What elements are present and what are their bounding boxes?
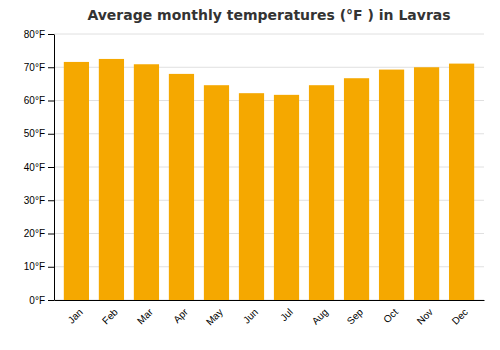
tick-label: 70°F <box>24 62 45 73</box>
y-tick: 30°F <box>24 195 54 206</box>
y-axis: 0°F 10°F 20°F 30°F 40°F 50°F 60°F 70°F 80°F <box>24 29 55 306</box>
bar <box>309 85 334 300</box>
x-tick: Dec <box>450 306 470 326</box>
tick-mark <box>48 101 54 102</box>
x-tick: Feb <box>100 306 120 326</box>
bar <box>414 67 439 300</box>
x-tick: Apr <box>171 306 190 325</box>
tick-mark <box>48 234 54 235</box>
tick-mark <box>48 200 54 201</box>
x-tick: Jul <box>278 306 295 323</box>
bar <box>449 64 474 300</box>
tick-label: Jun <box>241 306 260 325</box>
y-tick: 10°F <box>24 261 54 272</box>
chart-svg: 0°F 10°F 20°F 30°F 40°F 50°F 60°F 70°F 80°F Jan Fe… <box>0 0 500 350</box>
tick-label: 30°F <box>24 195 45 206</box>
tick-mark <box>48 167 54 168</box>
tick-mark <box>48 300 54 301</box>
tick-label: Jul <box>278 306 295 323</box>
bar <box>99 59 124 300</box>
tick-label: 20°F <box>24 228 45 239</box>
bar <box>64 62 89 300</box>
bar <box>134 64 159 300</box>
x-tick: Sep <box>345 306 366 327</box>
bar <box>274 95 299 300</box>
tick-mark <box>48 67 54 68</box>
x-axis: Jan Feb Mar Apr May Jun Jul Aug Sep Oct Nov Dec <box>55 301 485 328</box>
bar <box>204 85 229 300</box>
chart-container: 0°F 10°F 20°F 30°F 40°F 50°F 60°F 70°F 80°F Jan Fe… <box>0 0 500 350</box>
grid-line <box>54 34 484 35</box>
tick-label: 10°F <box>24 261 45 272</box>
x-tick: Aug <box>310 306 330 326</box>
y-tick: 70°F <box>24 62 54 73</box>
tick-label: Aug <box>310 306 330 326</box>
tick-label: 40°F <box>24 162 45 173</box>
y-tick: 80°F <box>24 29 54 40</box>
tick-label: Sep <box>345 306 366 327</box>
y-tick: 40°F <box>24 162 54 173</box>
tick-label: May <box>204 306 225 327</box>
tick-label: 50°F <box>24 128 45 139</box>
axis-line <box>55 300 485 301</box>
tick-label: Oct <box>381 306 400 325</box>
x-tick: Mar <box>135 306 155 326</box>
bar <box>344 78 369 300</box>
bar <box>239 93 264 300</box>
tick-label: 60°F <box>24 95 45 106</box>
tick-label: 0°F <box>29 295 45 306</box>
bars <box>64 59 474 300</box>
tick-label: Apr <box>171 306 190 325</box>
x-tick: Nov <box>415 306 435 326</box>
x-tick: Jun <box>241 306 260 325</box>
tick-label: Nov <box>415 306 435 326</box>
x-tick: Oct <box>381 306 400 325</box>
bar <box>379 70 404 300</box>
tick-label: Feb <box>100 306 120 326</box>
tick-label: 80°F <box>24 29 45 40</box>
title: Average monthly temperatures (°F ) in La… <box>87 7 450 23</box>
bar <box>169 74 194 300</box>
y-tick: 60°F <box>24 95 54 106</box>
x-tick: Jan <box>66 306 85 325</box>
tick-label: Jan <box>66 306 85 325</box>
tick-mark <box>48 267 54 268</box>
y-tick: 20°F <box>24 228 54 239</box>
tick-label: Dec <box>450 306 470 326</box>
y-tick: 50°F <box>24 128 54 139</box>
tick-mark <box>48 34 54 35</box>
grid <box>54 34 484 300</box>
axis-line <box>54 35 55 301</box>
y-tick: 0°F <box>29 295 54 306</box>
tick-label: Mar <box>135 306 155 326</box>
x-tick: May <box>204 306 225 327</box>
plot: 0°F 10°F 20°F 30°F 40°F 50°F 60°F 70°F 80°F Jan Fe… <box>24 29 485 328</box>
tick-mark <box>48 134 54 135</box>
